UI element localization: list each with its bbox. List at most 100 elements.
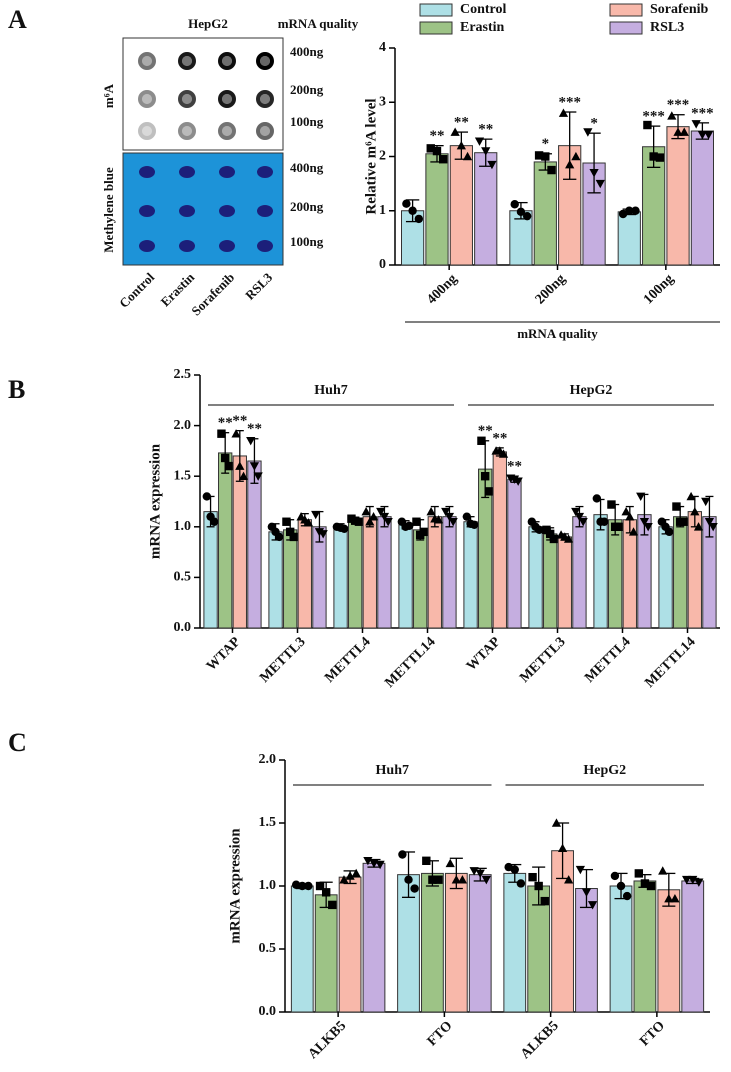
data-point [643, 523, 653, 532]
x-tick-label: FTO [425, 1018, 456, 1049]
data-point [289, 532, 299, 542]
stain-dot [257, 205, 273, 217]
data-point [664, 893, 674, 903]
data-point [321, 888, 331, 897]
blot-dot [142, 126, 152, 136]
data-point [510, 200, 519, 209]
significance: * [542, 136, 550, 152]
blot-dot [178, 122, 196, 140]
data-point [600, 517, 609, 526]
data-point [558, 108, 569, 117]
bar [507, 478, 522, 629]
amount-label: 200ng [290, 199, 324, 214]
data-point [534, 151, 544, 160]
x-tick-label: METTL3 [517, 634, 568, 685]
y-tick-label: 2.5 [174, 367, 192, 382]
data-point [646, 881, 656, 891]
bar [398, 524, 413, 629]
amount-label: 200ng [290, 82, 324, 97]
legend-label: RSL3 [650, 20, 684, 35]
data-point [238, 471, 249, 480]
data-point [704, 517, 715, 527]
data-point [625, 206, 634, 215]
legend-label: Control [460, 2, 507, 17]
blot-dot [260, 56, 270, 66]
blot-dot [218, 122, 236, 140]
data-point [592, 494, 602, 503]
blot-dot [142, 56, 152, 66]
significance: * [590, 116, 598, 132]
data-point [575, 865, 586, 875]
stain-dot [257, 166, 273, 178]
bar [362, 862, 386, 1013]
data-point [578, 517, 588, 527]
data-point [456, 141, 466, 150]
data-point [622, 891, 632, 901]
data-point [285, 527, 295, 537]
data-point [398, 850, 407, 859]
bar [658, 526, 673, 629]
data-point [534, 881, 543, 891]
data-point [462, 151, 473, 161]
x-tick-label: 100ng [641, 271, 677, 307]
data-point [564, 875, 574, 884]
blot-dot [222, 56, 232, 66]
amount-label: 100ng [290, 114, 324, 129]
data-point [217, 429, 226, 438]
data-point [481, 875, 491, 885]
panel-label: B [8, 375, 25, 404]
data-point [469, 867, 479, 876]
panel-label: C [8, 728, 27, 757]
data-point [563, 534, 574, 543]
data-point [414, 214, 424, 224]
data-point [328, 900, 337, 910]
lower-label: Methylene blue [101, 167, 116, 253]
data-point [498, 449, 509, 458]
data-point [426, 507, 436, 516]
x-tick-label: METTL4 [582, 634, 633, 685]
y-tick-label: 1 [379, 203, 386, 218]
data-point [432, 146, 442, 156]
significance: *** [558, 94, 581, 110]
significance: *** [691, 105, 714, 121]
y-tick-label: 0 [379, 257, 386, 272]
data-point [438, 155, 448, 164]
significance: *** [667, 97, 690, 113]
data-point [224, 461, 234, 471]
blot-dot [260, 126, 270, 136]
group-label: Huh7 [314, 383, 347, 398]
data-point [275, 532, 284, 542]
x-tick-label: METTL3 [257, 634, 308, 685]
bar [348, 520, 363, 629]
stain-dot [219, 205, 235, 217]
data-point [688, 875, 698, 885]
data-point [516, 879, 526, 888]
y-tick-label: 2 [379, 149, 386, 164]
data-point [402, 199, 411, 208]
bar [421, 872, 444, 1013]
data-point [583, 128, 593, 137]
data-point [667, 111, 677, 120]
data-point [670, 893, 680, 903]
data-point [557, 843, 568, 852]
blot-dot [178, 90, 196, 108]
data-point [694, 878, 704, 887]
legend-swatch [419, 3, 453, 17]
data-point [235, 461, 245, 470]
data-point [665, 527, 674, 537]
significance: *** [642, 109, 665, 125]
data-point [587, 901, 598, 910]
significance: ** [478, 122, 493, 138]
bar [666, 126, 690, 266]
blot-dot [256, 122, 274, 140]
data-point [470, 520, 479, 529]
data-point [701, 497, 711, 507]
stain-dot [257, 240, 273, 252]
data-point [375, 860, 385, 870]
cell-line: HepG2 [188, 16, 228, 31]
data-point [636, 492, 646, 502]
data-point [607, 500, 616, 509]
x-tick-label: ALKB5 [518, 1018, 562, 1062]
bar [593, 514, 608, 629]
bar [690, 130, 715, 266]
